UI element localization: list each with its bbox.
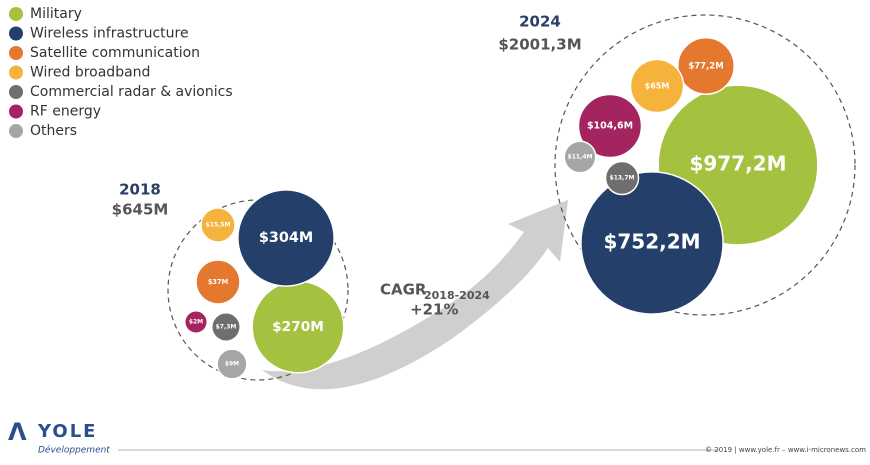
group-outline bbox=[554, 14, 856, 316]
bubble-label: $7,3M bbox=[216, 324, 237, 331]
bubble bbox=[195, 259, 241, 305]
legend-label: Commercial radar & avionics bbox=[30, 84, 233, 100]
bubble-label: $65M bbox=[645, 82, 670, 91]
bubble-label: $77,2M bbox=[688, 62, 723, 72]
group-title: 2018 bbox=[119, 181, 161, 199]
bubble bbox=[563, 140, 597, 174]
bubble bbox=[604, 160, 640, 196]
bubble-label: $15,5M bbox=[206, 222, 231, 229]
bubble-label: $304M bbox=[259, 230, 313, 246]
growth-arrow bbox=[262, 200, 568, 390]
legend-swatch bbox=[9, 65, 23, 80]
bubble-label: $13,7M bbox=[610, 175, 635, 182]
logo-sub: Développement bbox=[38, 445, 110, 456]
bubble bbox=[677, 37, 735, 95]
legend-label: Wired broadband bbox=[30, 65, 150, 81]
bubble bbox=[577, 93, 643, 159]
group-total: $2001,3M bbox=[498, 36, 581, 54]
legend-label: Others bbox=[30, 123, 77, 139]
cagr-period: 2018-2024 bbox=[424, 289, 490, 302]
footer: © 2019 | www.yole.fr – www.i-micronews.c… bbox=[705, 446, 866, 454]
legend-label: Satellite communication bbox=[30, 45, 200, 61]
bubble-label: $104,6M bbox=[587, 121, 633, 132]
legend-label: RF energy bbox=[30, 104, 101, 120]
legend-label: Wireless infrastructure bbox=[30, 26, 189, 42]
logo-mark: ᐱ bbox=[8, 418, 27, 446]
bubble bbox=[183, 309, 209, 335]
legend-label: Military bbox=[30, 6, 82, 22]
legend-swatch bbox=[9, 26, 23, 41]
bubble bbox=[200, 207, 236, 243]
bubble-label: $9M bbox=[225, 361, 239, 368]
bubble-label: $2M bbox=[189, 319, 203, 326]
bubble-label: $752,2M bbox=[603, 230, 700, 254]
bubble-label: $977,2M bbox=[689, 152, 786, 176]
bubble bbox=[211, 312, 241, 342]
bubble bbox=[216, 348, 248, 380]
legend-swatch bbox=[9, 46, 23, 60]
group-title: 2024 bbox=[519, 13, 561, 31]
bubble bbox=[580, 171, 724, 315]
logo-name: YOLE bbox=[37, 421, 97, 442]
bubble bbox=[237, 189, 335, 287]
legend-swatch bbox=[9, 85, 23, 99]
legend-swatch bbox=[9, 124, 23, 138]
group-total: $645M bbox=[112, 201, 169, 219]
bubble-label: $37M bbox=[208, 278, 228, 286]
bubble-label: $11,4M bbox=[568, 154, 593, 161]
legend-swatch bbox=[9, 7, 23, 21]
bubble bbox=[629, 58, 685, 114]
legend-swatch bbox=[9, 104, 23, 119]
cagr-value: +21% bbox=[410, 301, 458, 319]
bubble-label: $270M bbox=[272, 319, 324, 335]
cagr-label: CAGR bbox=[380, 281, 427, 299]
